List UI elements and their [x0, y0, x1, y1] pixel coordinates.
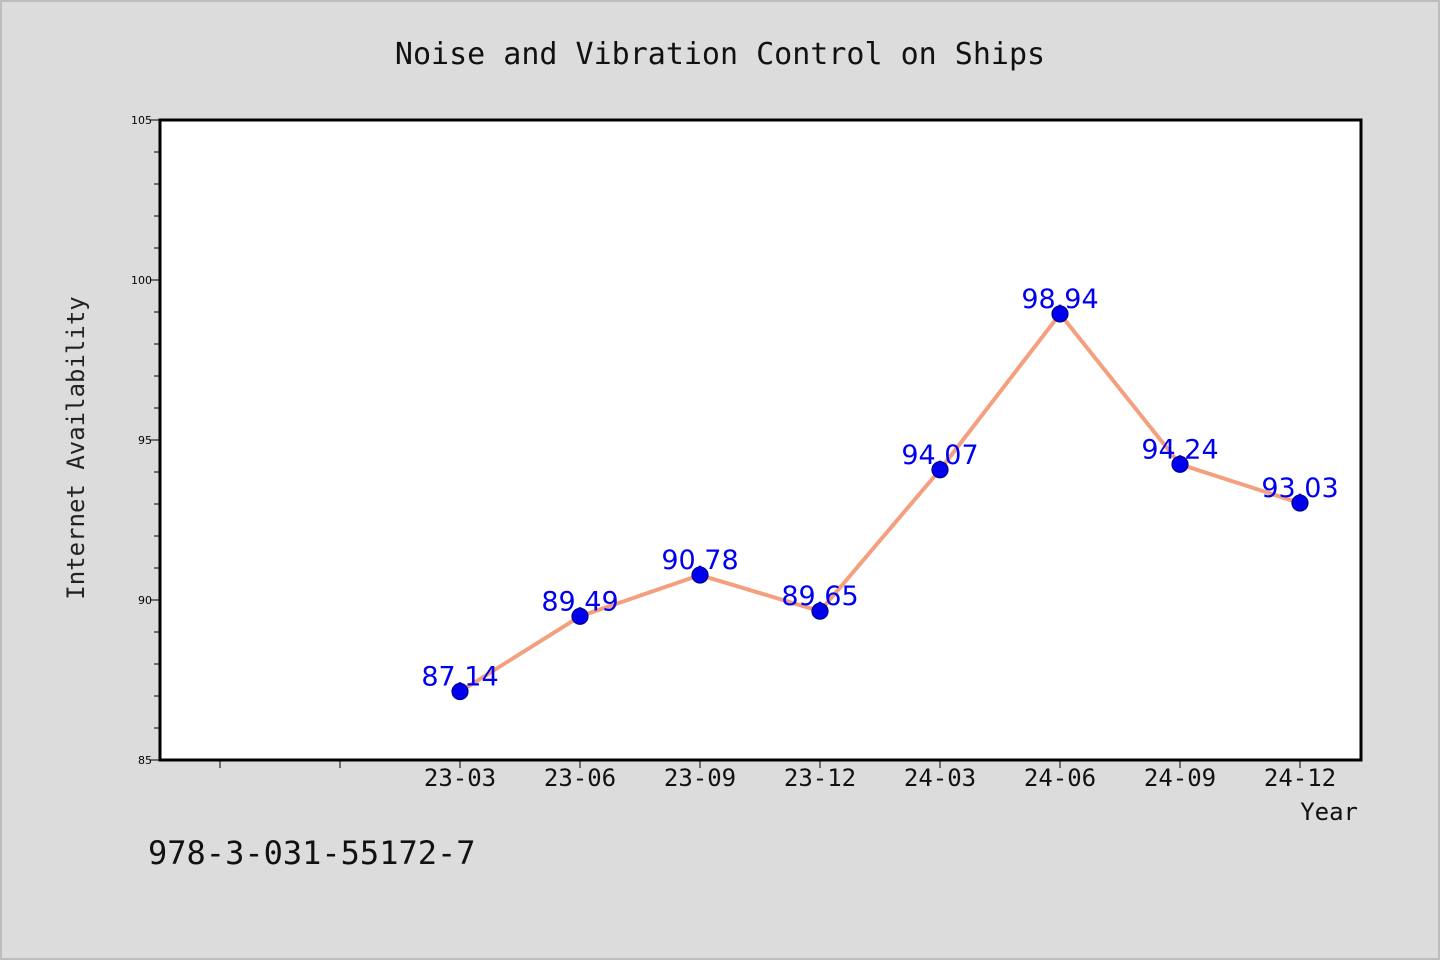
y-tick-label: 95 [138, 434, 152, 447]
y-tick-label: 90 [138, 594, 152, 607]
data-point [691, 566, 709, 584]
x-axis-label: Year [1300, 798, 1358, 826]
data-point [451, 682, 469, 701]
x-tick-label: 23-12 [784, 764, 856, 792]
axes: 85 90 95 100 105 23-03 23-06 23-09 23-12 24-03 24-… [131, 114, 1336, 792]
y-axis-label: Internet Availability [62, 296, 90, 599]
data-point [811, 602, 829, 620]
data-point [931, 461, 949, 479]
x-tick-label: 24-06 [1024, 764, 1096, 792]
x-tick-label: 24-09 [1144, 764, 1216, 792]
data-point [571, 607, 589, 625]
series-line [458, 311, 1302, 694]
data-point [1291, 494, 1309, 512]
y-tick-label: 100 [131, 274, 152, 287]
y-tick-label: 85 [138, 754, 152, 767]
x-tick-label: 23-06 [544, 764, 616, 792]
x-tick-label: 24-03 [904, 764, 976, 792]
y-tick-label: 105 [131, 114, 152, 127]
data-point [1171, 455, 1189, 473]
data-point [1051, 305, 1069, 323]
x-tick-label: 24-12 [1264, 764, 1336, 792]
chart-title: Noise and Vibration Control on Ships [395, 37, 1045, 72]
annotation-text: 978-3-031-55172-7 [148, 834, 476, 872]
plot-border [158, 118, 1363, 762]
x-tick-label: 23-03 [424, 764, 496, 792]
x-tick-label: 23-09 [664, 764, 736, 792]
